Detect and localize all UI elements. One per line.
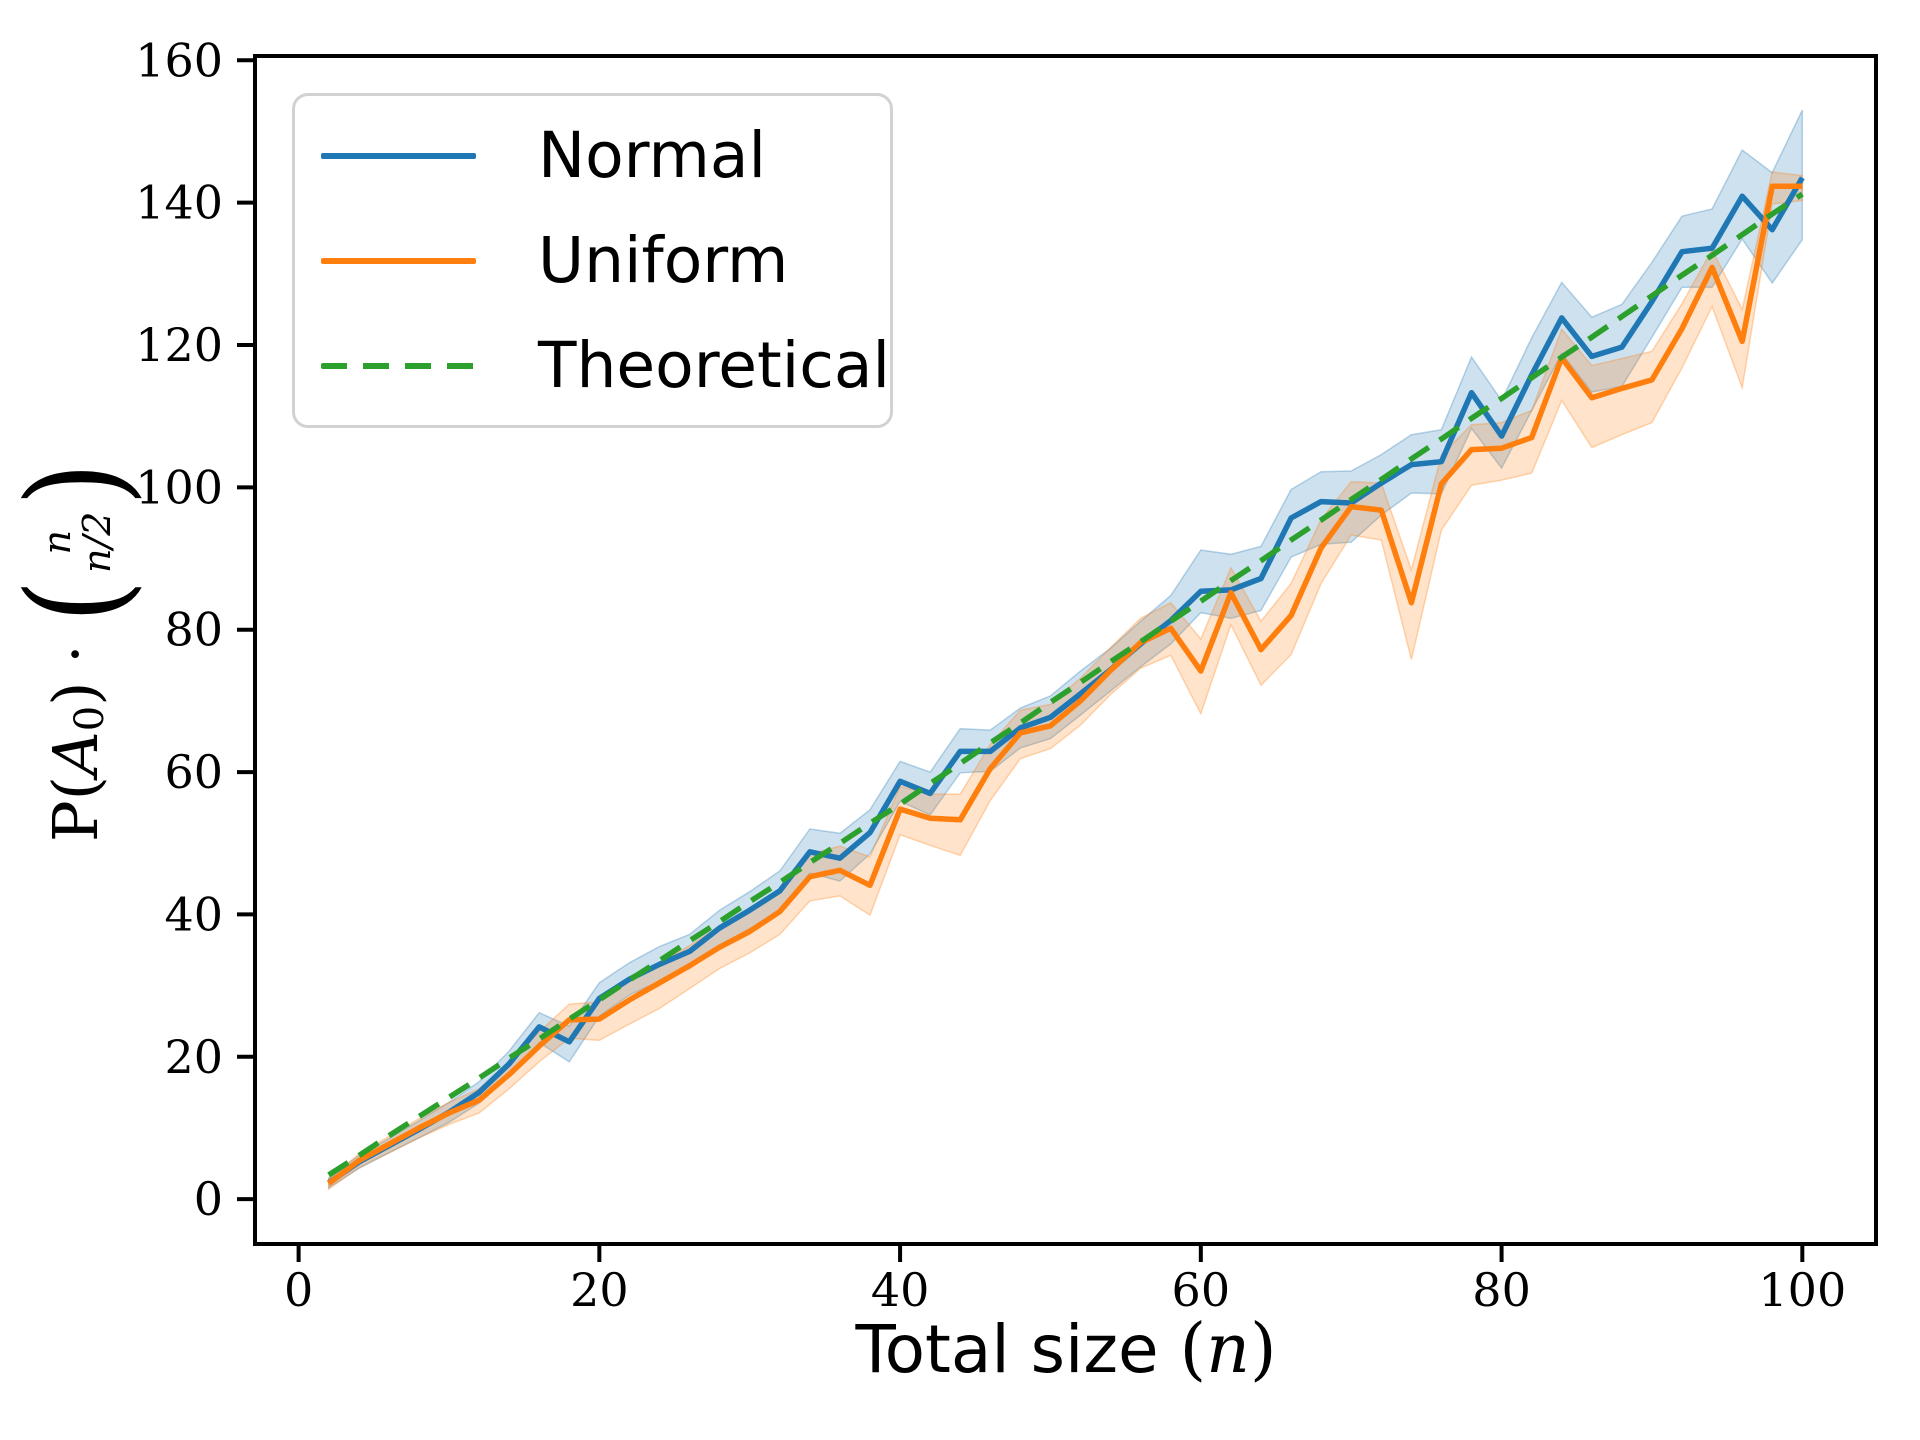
legend-label-uniform: Uniform <box>538 224 789 297</box>
paren-open: ( <box>1179 1310 1207 1389</box>
x-axis-tick-label: 20 <box>570 1263 629 1317</box>
normal-line <box>327 176 1805 1186</box>
binom-bottom: n/2 <box>75 511 119 574</box>
theoretical-line <box>327 191 1804 1178</box>
x-axis-tick-label: 100 <box>1758 1263 1846 1317</box>
binom-top: n <box>35 530 80 555</box>
script-a-symbol: A <box>39 731 112 777</box>
y-axis-tick-label: 60 <box>164 745 223 799</box>
x-axis-tick-label: 40 <box>871 1263 930 1317</box>
x-axis-label: Total size (n) <box>856 1316 1277 1384</box>
math-n: n <box>1206 1310 1250 1389</box>
plot-spines <box>253 54 1878 1246</box>
legend-label-normal: Normal <box>538 119 766 192</box>
normal-line-sample <box>321 152 476 159</box>
paren-close: ) <box>39 681 112 706</box>
legend-entry-theoretical: Theoretical <box>295 313 890 418</box>
uniform-line <box>327 183 1803 1186</box>
y-axis-tick-label: 80 <box>164 603 223 657</box>
y-axis-tick-label: 140 <box>135 176 223 230</box>
y-axis-tick-label: 40 <box>164 887 223 941</box>
x-axis-tick-label: 80 <box>1472 1263 1531 1317</box>
x-axis-tick-label: 0 <box>284 1263 313 1317</box>
y-axis-tick-label: 20 <box>164 1030 223 1084</box>
uniform-line-sample <box>321 257 476 264</box>
cdot-operator: · <box>41 644 111 664</box>
binomial-coefficient: n n/2 <box>35 511 119 574</box>
legend-entry-normal: Normal <box>295 103 890 208</box>
legend-box: Normal Uniform Theoretical <box>292 93 893 428</box>
legend-entry-uniform: Uniform <box>295 208 890 313</box>
x-axis-label-text: Total size <box>855 1311 1180 1388</box>
legend-label-theoretical: Theoretical <box>538 329 890 402</box>
paren-open: ( <box>39 776 112 801</box>
y-axis-tick-label: 0 <box>194 1172 223 1226</box>
y-axis-tick-label: 100 <box>135 460 223 514</box>
y-axis-tick-label: 160 <box>135 33 223 87</box>
theoretical-line-sample <box>321 362 476 369</box>
y-axis-tick-label: 120 <box>135 318 223 372</box>
subscript-zero: 0 <box>67 705 113 732</box>
prob-symbol: P <box>39 800 112 842</box>
paren-close: ) <box>1249 1310 1277 1389</box>
y-axis-label: P(A 0) ·(n n/2) <box>0 461 153 842</box>
x-axis-tick-label: 60 <box>1172 1263 1231 1317</box>
